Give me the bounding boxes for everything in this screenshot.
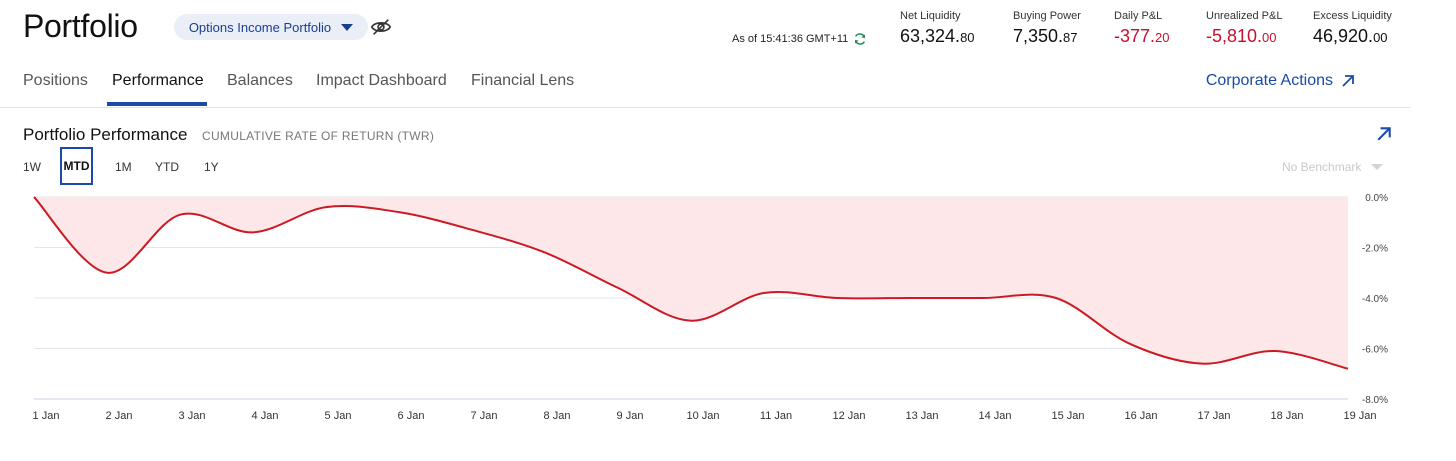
tab-positions[interactable]: Positions: [23, 72, 88, 89]
x-tick-label: 17 Jan: [1197, 410, 1230, 422]
metric-value: -377.20: [1114, 26, 1170, 46]
metric-value: 63,324.80: [900, 26, 975, 46]
x-tick-label: 6 Jan: [398, 410, 425, 422]
x-tick-label: 2 Jan: [106, 410, 133, 422]
x-tick-label: 13 Jan: [905, 410, 938, 422]
x-tick-label: 11 Jan: [760, 410, 792, 422]
x-tick-label: 5 Jan: [325, 410, 352, 422]
chevron-down-icon: [1371, 164, 1384, 170]
panel-title: Portfolio Performance: [23, 125, 188, 144]
x-tick-label: 7 Jan: [471, 410, 498, 422]
tab-performance[interactable]: Performance: [112, 72, 204, 89]
metric-label: Daily P&L: [1114, 10, 1163, 22]
metric-value: 7,350.87: [1013, 26, 1078, 46]
y-tick-label: -6.0%: [1362, 345, 1388, 356]
eye-off-icon[interactable]: [370, 16, 392, 38]
refresh-icon[interactable]: [853, 32, 867, 46]
tab-financial-lens[interactable]: Financial Lens: [471, 72, 575, 89]
metric-label: Net Liquidity: [900, 10, 961, 22]
range-mtd[interactable]: MTD: [60, 147, 93, 185]
x-tick-label: 10 Jan: [686, 410, 719, 422]
chevron-down-icon: [341, 23, 354, 31]
x-tick-label: 15 Jan: [1051, 410, 1084, 422]
y-tick-label: 0.0%: [1365, 193, 1388, 204]
return-area: [34, 197, 1348, 369]
as-of-text: As of 15:41:36 GMT+11: [732, 33, 849, 45]
metric-value: -5,810.00: [1206, 26, 1277, 46]
range-1w[interactable]: 1W: [23, 160, 41, 174]
y-tick-label: -8.0%: [1362, 395, 1388, 406]
range-ytd[interactable]: YTD: [155, 160, 179, 174]
metric-label: Buying Power: [1013, 10, 1081, 22]
tab-balances[interactable]: Balances: [227, 72, 293, 89]
tab-impact-dashboard[interactable]: Impact Dashboard: [316, 72, 447, 89]
x-tick-label: 3 Jan: [179, 410, 206, 422]
metric-daily-pnl: Daily P&L -377.20: [1114, 10, 1170, 47]
metric-excess-liquidity: Excess Liquidity 46,920.00: [1313, 10, 1392, 47]
return-line: [33, 196, 1349, 370]
page-title: Portfolio: [23, 8, 138, 44]
panel-subtitle: CUMULATIVE RATE OF RETURN (TWR): [202, 129, 435, 143]
active-tab-indicator: [107, 102, 207, 106]
expand-icon[interactable]: [1376, 126, 1392, 142]
header: Portfolio Options Income Portfolio As of…: [0, 0, 1410, 60]
y-tick-label: -4.0%: [1362, 294, 1388, 305]
x-tick-label: 4 Jan: [252, 410, 279, 422]
metric-label: Excess Liquidity: [1313, 10, 1392, 22]
range-1m[interactable]: 1M: [115, 160, 132, 174]
benchmark-selector[interactable]: No Benchmark: [1282, 160, 1384, 174]
x-tick-label: 18 Jan: [1270, 410, 1303, 422]
metric-unrealized-pnl: Unrealized P&L -5,810.00: [1206, 10, 1282, 47]
external-link-icon: [1342, 75, 1354, 87]
account-selector-label: Options Income Portfolio: [188, 19, 332, 35]
corporate-actions-label: Corporate Actions: [1205, 72, 1333, 89]
x-tick-label: 14 Jan: [978, 410, 1011, 422]
metric-net-liquidity: Net Liquidity 63,324.80: [900, 10, 975, 47]
y-tick-label: -2.0%: [1362, 244, 1388, 255]
performance-chart[interactable]: 0.0% -2.0% -4.0% -6.0% -8.0% 1 Jan 2 Jan 3 Jan 4…: [0, 185, 1456, 425]
x-tick-label: 16 Jan: [1124, 410, 1157, 422]
x-tick-label: 8 Jan: [544, 410, 571, 422]
corporate-actions-link[interactable]: Corporate Actions: [1206, 72, 1355, 90]
tab-bar: Positions Performance Balances Impact Da…: [0, 60, 1410, 108]
metric-buying-power: Buying Power 7,350.87: [1013, 10, 1081, 47]
x-tick-label: 19 Jan: [1343, 410, 1376, 422]
x-tick-label: 1 Jan: [33, 410, 60, 422]
x-tick-label: 9 Jan: [617, 410, 644, 422]
benchmark-label: No Benchmark: [1282, 160, 1362, 174]
metric-label: Unrealized P&L: [1206, 10, 1283, 22]
account-selector[interactable]: Options Income Portfolio: [174, 14, 368, 40]
range-1y[interactable]: 1Y: [204, 160, 219, 174]
as-of-timestamp: As of 15:41:36 GMT+11: [732, 32, 867, 46]
metric-value: 46,920.00: [1313, 26, 1388, 46]
x-tick-label: 12 Jan: [832, 410, 865, 422]
